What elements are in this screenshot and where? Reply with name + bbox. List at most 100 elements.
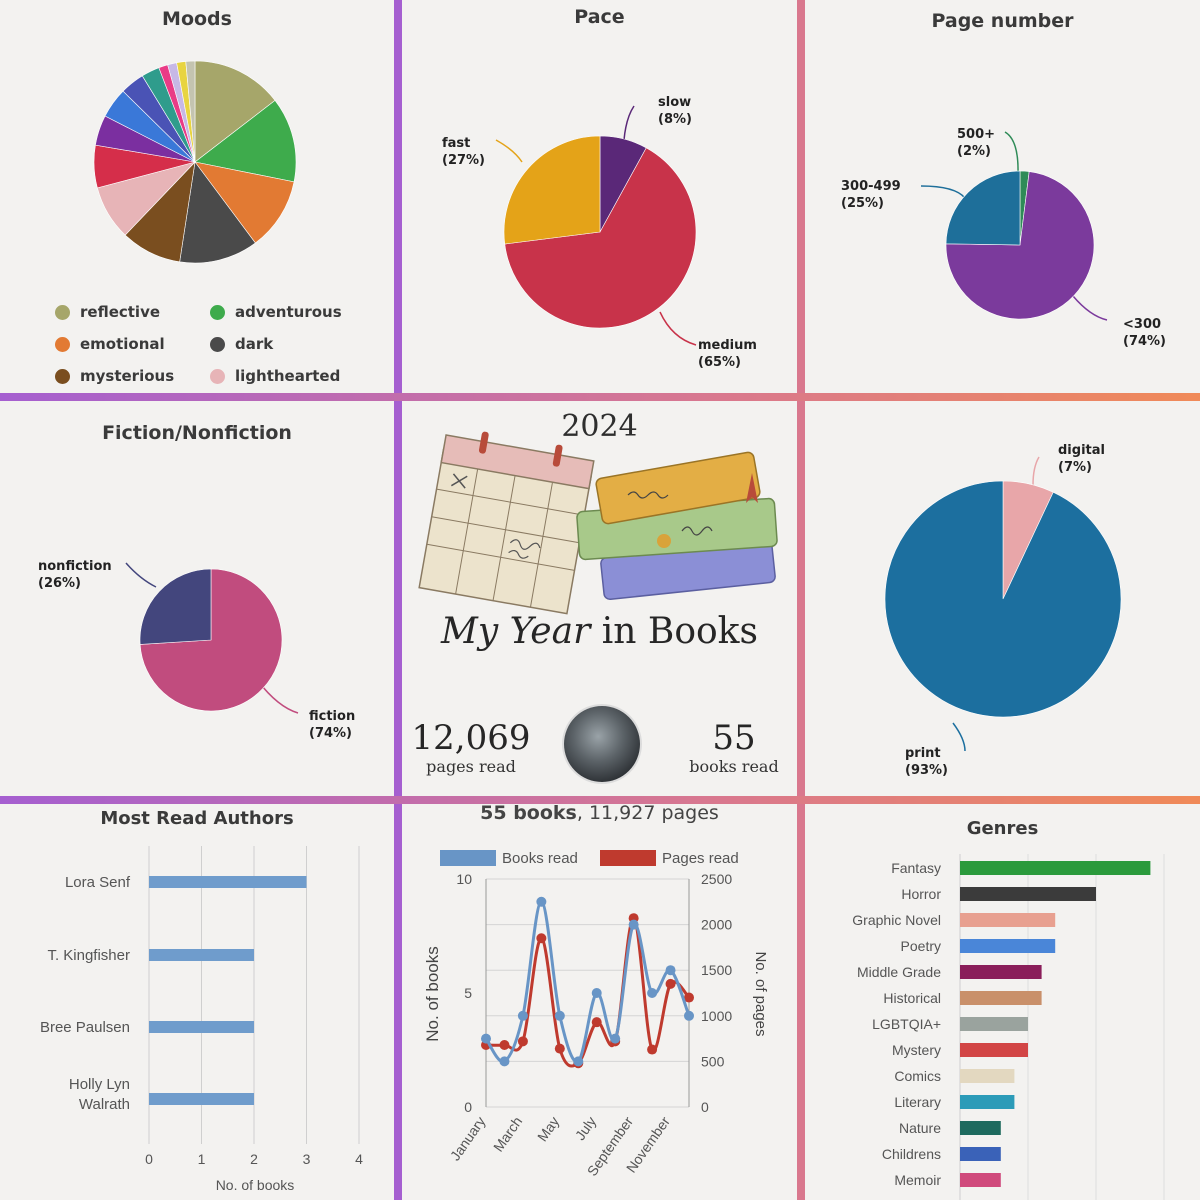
right-y-tick-label: 500 xyxy=(701,1053,725,1069)
moods-panel: Moods reflective adventurous emotional d… xyxy=(0,0,394,393)
point-books-read-june xyxy=(573,1056,584,1067)
legend-mysterious: mysterious xyxy=(55,367,174,385)
legend-lighthearted: lighthearted xyxy=(210,367,340,385)
genre-label-mystery: Mystery xyxy=(892,1042,941,1058)
fast-leader xyxy=(495,139,523,163)
point-books-read-april xyxy=(536,896,547,907)
medium-leader xyxy=(659,311,697,346)
right-y-tick-label: 2500 xyxy=(701,871,732,887)
legend-adventurous: adventurous xyxy=(210,303,342,321)
legend-label: mysterious xyxy=(80,367,175,385)
legend-label: dark xyxy=(235,335,274,353)
point-pages-read-april xyxy=(536,933,547,944)
page-number-title: Page number xyxy=(931,10,1074,32)
left-y-tick-label: 0 xyxy=(464,1099,472,1115)
under300-leader xyxy=(1072,295,1108,321)
reflective-swatch xyxy=(55,304,70,320)
genre-bar-memoir xyxy=(960,1173,1001,1187)
page-number-panel: Page number 500+ (2%) 300-499 (25%) <300 (7… xyxy=(805,0,1200,393)
category-label-line1: Holly Lyn xyxy=(69,1076,130,1093)
300-499-pct: (25%) xyxy=(841,196,884,211)
pages-label: pages read xyxy=(426,757,516,776)
book-middle-scribble xyxy=(681,526,713,536)
genre-bar-historical xyxy=(960,991,1042,1005)
title-italic: My Year xyxy=(441,611,591,652)
bar-holly-lyn-walrath xyxy=(149,1093,254,1105)
fast-pct: (27%) xyxy=(442,153,485,168)
pie-slice-fast xyxy=(503,135,601,245)
dark-swatch xyxy=(210,336,225,352)
book-top xyxy=(595,451,761,525)
pie-slice-300-499 xyxy=(945,170,1021,246)
point-books-read-october xyxy=(647,988,658,998)
format-pie xyxy=(884,456,1122,752)
legend-label: lighthearted xyxy=(235,367,341,385)
point-books-read-november xyxy=(665,965,676,976)
legend-label: adventurous xyxy=(235,303,342,321)
pie-slice-medium xyxy=(504,147,697,329)
genre-bar-graphic-novel xyxy=(960,913,1056,927)
genre-bar-middle-grade xyxy=(960,965,1042,979)
point-books-read-march xyxy=(517,1010,528,1021)
genre-bar-poetry xyxy=(960,939,1056,953)
year-heading: 2024 xyxy=(561,409,638,444)
format-panel: digital (7%) print (93%) xyxy=(805,401,1200,796)
x-tick-label: 3 xyxy=(303,1151,311,1167)
fiction-label: fiction (74%) xyxy=(309,708,355,742)
under300-label: <300 (74%) xyxy=(1123,316,1166,350)
authors-title: Most Read Authors xyxy=(100,808,294,829)
divider-h-top xyxy=(0,393,1200,401)
genre-label-memoir: Memoir xyxy=(894,1172,941,1188)
slow-label: slow (8%) xyxy=(658,94,692,128)
digital-pct: (7%) xyxy=(1058,460,1092,475)
medium-name: medium xyxy=(698,338,757,353)
slow-name: slow xyxy=(658,95,692,110)
genre-label-nature: Nature xyxy=(899,1120,941,1136)
point-pages-read-december xyxy=(684,992,694,1003)
digital-label: digital (7%) xyxy=(1058,442,1105,476)
books-stat: 55 books read xyxy=(674,719,794,776)
pie-slice-nonfiction xyxy=(139,568,212,645)
under300-name: <300 xyxy=(1123,317,1162,332)
medium-pct: (65%) xyxy=(698,355,741,370)
point-pages-read-october xyxy=(647,1044,658,1055)
bar-bree-paulsen xyxy=(149,1021,254,1033)
print-name: print xyxy=(905,746,941,761)
fiction-name: fiction xyxy=(309,709,356,724)
legend-label-books-read: Books read xyxy=(502,850,578,867)
moods-pie xyxy=(93,60,297,264)
x-tick-label-january: January xyxy=(447,1114,489,1164)
genre-bar-literary xyxy=(960,1095,1015,1109)
x-tick-label: 4 xyxy=(355,1151,363,1167)
right-y-tick-label: 2000 xyxy=(701,917,732,933)
print-label: print (93%) xyxy=(905,745,948,779)
500plus-pct: (2%) xyxy=(957,144,991,159)
authors-bar-chart: 0 1 2 3 4 Lora Senf T. Kingfisher Bree Paulsen H… xyxy=(40,846,363,1193)
summary-panel: 2024 My Year in Books 12,069 pages read … xyxy=(402,401,797,796)
point-books-read-august xyxy=(610,1033,621,1044)
pie-slice-adventurous xyxy=(194,99,297,183)
x-tick-label-march: March xyxy=(490,1114,525,1155)
right-y-axis-label: No. of pages xyxy=(752,951,769,1036)
monthly-title: 55 books, 11,927 pages xyxy=(402,804,797,824)
books-label: books read xyxy=(689,757,779,776)
point-pages-read-february xyxy=(499,1039,510,1050)
500plus-leader xyxy=(1004,131,1019,176)
x-tick-label: 1 xyxy=(198,1151,206,1167)
digital-name: digital xyxy=(1058,443,1105,458)
category-label: Lora Senf xyxy=(65,874,131,891)
pace-panel: Pace slow (8%) fast (27%) medium (65%) xyxy=(402,0,797,393)
300-499-label: 300-499 (25%) xyxy=(841,178,901,212)
pages-stat: 12,069 pages read xyxy=(406,719,536,776)
genre-bar-comics xyxy=(960,1069,1015,1083)
x-tick-label: 0 xyxy=(145,1151,153,1167)
genre-label-poetry: Poetry xyxy=(901,938,941,954)
point-books-read-september xyxy=(628,919,639,930)
300-499-name: 300-499 xyxy=(841,179,901,194)
fiction-title: Fiction/Nonfiction xyxy=(102,422,292,444)
calendar-ring-1 xyxy=(478,431,489,454)
adventurous-swatch xyxy=(210,304,225,320)
legend-label: reflective xyxy=(80,303,161,321)
pages-value: 12,069 xyxy=(411,718,531,758)
nonfiction-name: nonfiction xyxy=(38,559,112,574)
